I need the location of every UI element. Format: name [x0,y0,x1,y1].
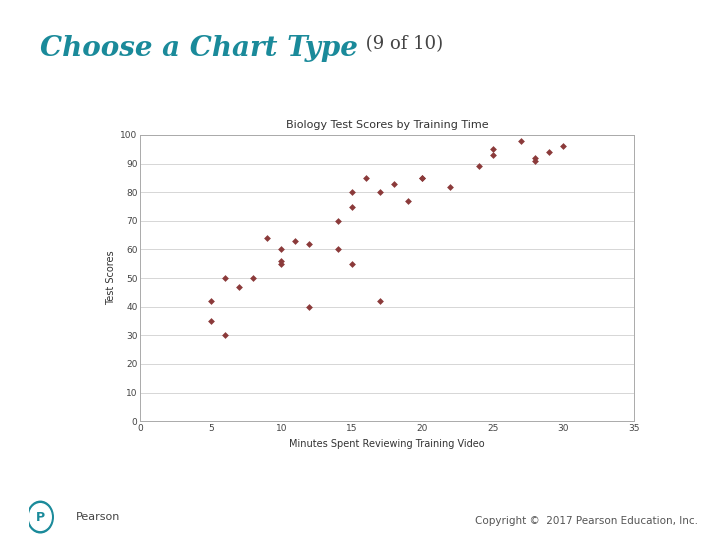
Point [332,245,343,254]
Point [205,296,217,305]
Point [487,151,498,159]
Point [544,148,555,157]
Point [346,202,358,211]
Y-axis label: Test Scores: Test Scores [107,251,116,306]
Circle shape [30,504,51,530]
Point [445,182,456,191]
Point [473,162,485,171]
Point [248,274,259,282]
Point [388,179,400,188]
Point [219,274,230,282]
Text: P: P [36,510,45,524]
X-axis label: Minutes Spent Reviewing Training Video: Minutes Spent Reviewing Training Video [289,438,485,449]
Text: Choose a Chart Type: Choose a Chart Type [40,35,357,62]
Point [276,256,287,265]
Point [276,260,287,268]
Point [276,245,287,254]
Circle shape [27,501,53,533]
Title: Biology Test Scores by Training Time: Biology Test Scores by Training Time [286,120,488,130]
Point [332,217,343,225]
Point [374,296,386,305]
Point [261,234,273,242]
Point [219,331,230,340]
Point [402,197,414,205]
Point [487,145,498,153]
Point [233,282,245,291]
Point [360,174,372,183]
Point [346,260,358,268]
Point [346,188,358,197]
Point [416,174,428,183]
Text: (9 of 10): (9 of 10) [360,35,443,53]
Point [557,142,569,151]
Point [205,316,217,325]
Point [289,237,301,245]
Text: Pearson: Pearson [76,512,120,522]
Point [304,239,315,248]
Text: Copyright ©  2017 Pearson Education, Inc.: Copyright © 2017 Pearson Education, Inc. [475,516,698,526]
Point [304,302,315,311]
Point [529,157,541,165]
Point [416,174,428,183]
Point [515,137,526,145]
Point [529,153,541,162]
Point [374,188,386,197]
